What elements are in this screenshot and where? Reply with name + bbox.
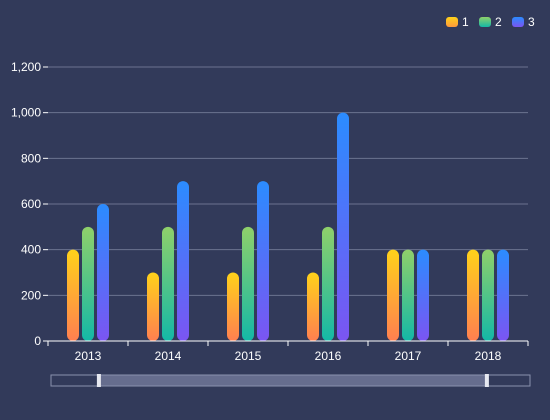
- bar-series-1-2016[interactable]: [307, 272, 319, 342]
- bar-series-3-2016[interactable]: [337, 112, 349, 342]
- bar-series-2-2018[interactable]: [482, 249, 494, 341]
- bar-series-2-2017[interactable]: [402, 249, 414, 341]
- legend-item-2[interactable]: 2: [479, 15, 502, 29]
- bar-series-1-2018[interactable]: [467, 249, 479, 341]
- legend-item-1[interactable]: 1: [446, 15, 469, 29]
- y-axis: 0 200 400 600 800 1,000 1,200: [11, 60, 48, 348]
- y-tick-label: 600: [21, 197, 41, 211]
- x-tick-label: 2016: [315, 349, 342, 363]
- bar-series-2-2015[interactable]: [242, 226, 254, 341]
- x-tick-label: 2014: [155, 349, 182, 363]
- y-tick-label: 800: [21, 151, 41, 165]
- bar-series-2-2013[interactable]: [82, 226, 94, 341]
- legend-swatch: [512, 17, 524, 27]
- x-axis: 2013 2014 2015 2016 2017 2018: [47, 340, 529, 363]
- bar-series-3-2014[interactable]: [177, 181, 189, 341]
- bar-series-3-2018[interactable]: [497, 249, 509, 341]
- legend-swatch: [446, 17, 458, 27]
- x-tick-label: 2015: [235, 349, 262, 363]
- y-tick-label: 400: [21, 243, 41, 257]
- x-tick-label: 2017: [395, 349, 422, 363]
- legend-swatch: [479, 17, 491, 27]
- legend-item-3[interactable]: 3: [512, 15, 535, 29]
- bar-series-1-2013[interactable]: [67, 249, 79, 341]
- bar-series-3-2017[interactable]: [417, 249, 429, 341]
- bar-series-3-2015[interactable]: [257, 181, 269, 341]
- zoom-track[interactable]: [50, 374, 531, 387]
- y-tick-label: 0: [34, 334, 41, 348]
- legend-label: 1: [462, 15, 469, 29]
- bars: [67, 112, 509, 342]
- y-tick-label: 1,000: [11, 106, 41, 120]
- x-tick-label: 2018: [475, 349, 502, 363]
- legend-label: 3: [528, 15, 535, 29]
- bar-series-3-2013[interactable]: [97, 204, 109, 341]
- grid-lines: [48, 66, 528, 296]
- legend-label: 2: [495, 15, 502, 29]
- legend[interactable]: 1 2 3: [446, 15, 535, 29]
- bar-series-1-2014[interactable]: [147, 272, 159, 342]
- data-zoom-slider[interactable]: [50, 374, 531, 387]
- y-tick-label: 200: [21, 288, 41, 302]
- x-tick-label: 2013: [75, 349, 102, 363]
- bar-series-2-2014[interactable]: [162, 226, 174, 341]
- y-tick-label: 1,200: [11, 60, 41, 74]
- zoom-handle-end[interactable]: [484, 374, 489, 387]
- bar-series-1-2015[interactable]: [227, 272, 239, 342]
- bar-series-1-2017[interactable]: [387, 249, 399, 341]
- zoom-handle-start[interactable]: [96, 374, 101, 387]
- zoom-selected-range[interactable]: [98, 375, 487, 386]
- bar-series-2-2016[interactable]: [322, 226, 334, 341]
